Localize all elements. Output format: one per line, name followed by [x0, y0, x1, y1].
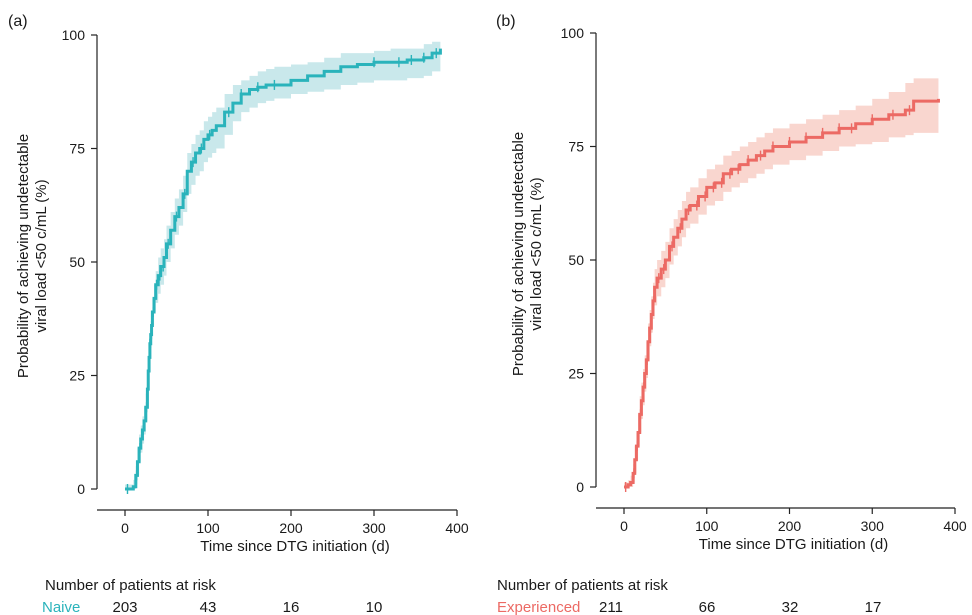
x-tick-label: 0	[620, 518, 628, 534]
risk-count: 32	[782, 599, 799, 615]
confidence-band	[624, 73, 939, 488]
x-tick-label: 100	[196, 520, 220, 536]
risk-table-title: Number of patients at risk	[45, 577, 216, 594]
risk-count: 211	[599, 599, 623, 615]
y-tick-label: 100	[561, 25, 585, 41]
y-axis-title-line1: Probability of achieving undetectable	[510, 132, 527, 376]
risk-count: 66	[699, 599, 716, 615]
chart-panel-b: 0 25 50 75 100 0 100 200 300 400 Time since DTG in…	[496, 13, 967, 615]
x-tick-label: 400	[943, 518, 967, 534]
survival-line	[125, 48, 442, 491]
risk-group-label: Experienced	[497, 599, 580, 615]
chart-panel-a: 0 25 50 75 100 0 100 200 300 400 Time since DTG in…	[8, 13, 469, 615]
risk-count: 16	[283, 599, 300, 615]
risk-count: 17	[865, 599, 882, 615]
x-axis-title: Time since DTG initiation (d)	[200, 538, 390, 555]
y-axis-title-line2: viral load <50 c/mL (%)	[33, 179, 50, 332]
panel-label: (b)	[496, 13, 516, 30]
risk-count: 43	[200, 599, 217, 615]
y-tick-label: 0	[576, 479, 584, 495]
risk-group-label: Naive	[42, 599, 80, 615]
confidence-band	[125, 39, 441, 489]
x-tick-label: 300	[362, 520, 386, 536]
x-axis-title: Time since DTG initiation (d)	[699, 536, 889, 553]
y-axis-title-line1: Probability of achieving undetectable	[15, 134, 32, 378]
y-tick-label: 0	[77, 481, 85, 497]
y-tick-label: 75	[69, 141, 85, 157]
y-tick-label: 50	[568, 252, 584, 268]
y-tick-label: 25	[69, 368, 85, 384]
y-tick-label: 50	[69, 254, 85, 270]
panel-label: (a)	[8, 13, 28, 30]
risk-count: 10	[366, 599, 383, 615]
x-tick-label: 200	[778, 518, 802, 534]
y-tick-label: 75	[568, 139, 584, 155]
x-tick-label: 300	[861, 518, 885, 534]
x-tick-label: 400	[445, 520, 469, 536]
x-tick-label: 0	[121, 520, 129, 536]
x-tick-label: 100	[695, 518, 719, 534]
y-tick-label: 25	[568, 366, 584, 382]
risk-count: 203	[112, 599, 137, 615]
y-tick-label: 100	[62, 27, 86, 43]
x-tick-label: 200	[279, 520, 303, 536]
y-axis-title-line2: viral load <50 c/mL (%)	[528, 177, 545, 330]
risk-table-title: Number of patients at risk	[497, 577, 668, 594]
